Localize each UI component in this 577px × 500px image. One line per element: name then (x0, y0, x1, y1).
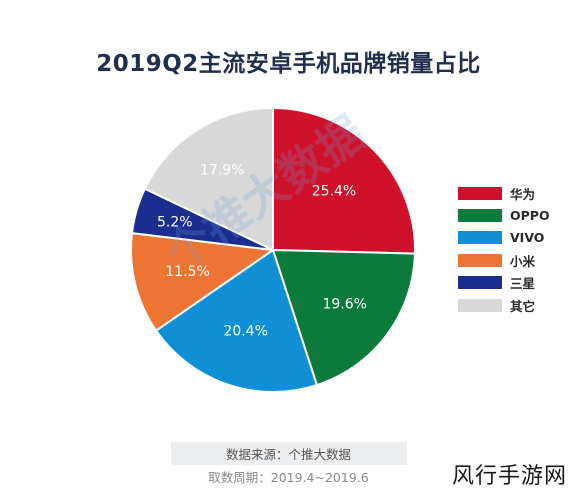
pie-slice-3 (130, 231, 276, 332)
legend-item-5: 其它 (458, 294, 568, 316)
legend-swatch (458, 186, 502, 200)
pie-slice-0 (272, 106, 416, 255)
legend-item-0: 华为 (458, 182, 568, 204)
legend-label: 其它 (510, 298, 536, 314)
slice-label-4: 5.2% (157, 214, 193, 230)
legend-swatch (458, 231, 502, 245)
slice-label-1: 19.6% (322, 296, 366, 312)
legend-item-4: 三星 (458, 272, 568, 294)
slice-label-5: 17.9% (200, 163, 244, 179)
legend-label: VIVO (510, 230, 545, 246)
legend-swatch (458, 253, 502, 267)
watermark-corner: 风行手游网 (452, 464, 568, 489)
chart-title: 2019Q2主流安卓手机品牌销量占比 (96, 51, 481, 77)
legend-item-1: OPPO (458, 204, 568, 226)
legend-item-2: VIVO (458, 227, 568, 249)
legend-swatch (458, 298, 502, 312)
legend-label: 华为 (510, 186, 536, 202)
pie-slice-1 (271, 248, 416, 387)
legend-label: 三星 (510, 276, 536, 292)
slice-label-0: 25.4% (312, 184, 356, 200)
source-period: 取数周期：2019.4~2019.6 (208, 470, 369, 485)
source-label: 数据来源：个推大数据 (170, 442, 407, 465)
legend-label: OPPO (510, 208, 550, 224)
legend-swatch (458, 276, 502, 290)
slice-label-2: 20.4% (223, 324, 267, 340)
pie-slice-5 (143, 106, 274, 252)
legend-swatch (458, 209, 502, 223)
pie-slice-2 (154, 248, 319, 393)
source-block: 数据来源：个推大数据 取数周期：2019.4~2019.6 (0, 442, 577, 486)
legend: 华为 OPPO VIVO 小米三星其它 (458, 182, 568, 316)
slice-label-3: 11.5% (165, 264, 209, 280)
legend-item-3: 小米 (458, 249, 568, 271)
legend-label: 小米 (510, 253, 536, 269)
